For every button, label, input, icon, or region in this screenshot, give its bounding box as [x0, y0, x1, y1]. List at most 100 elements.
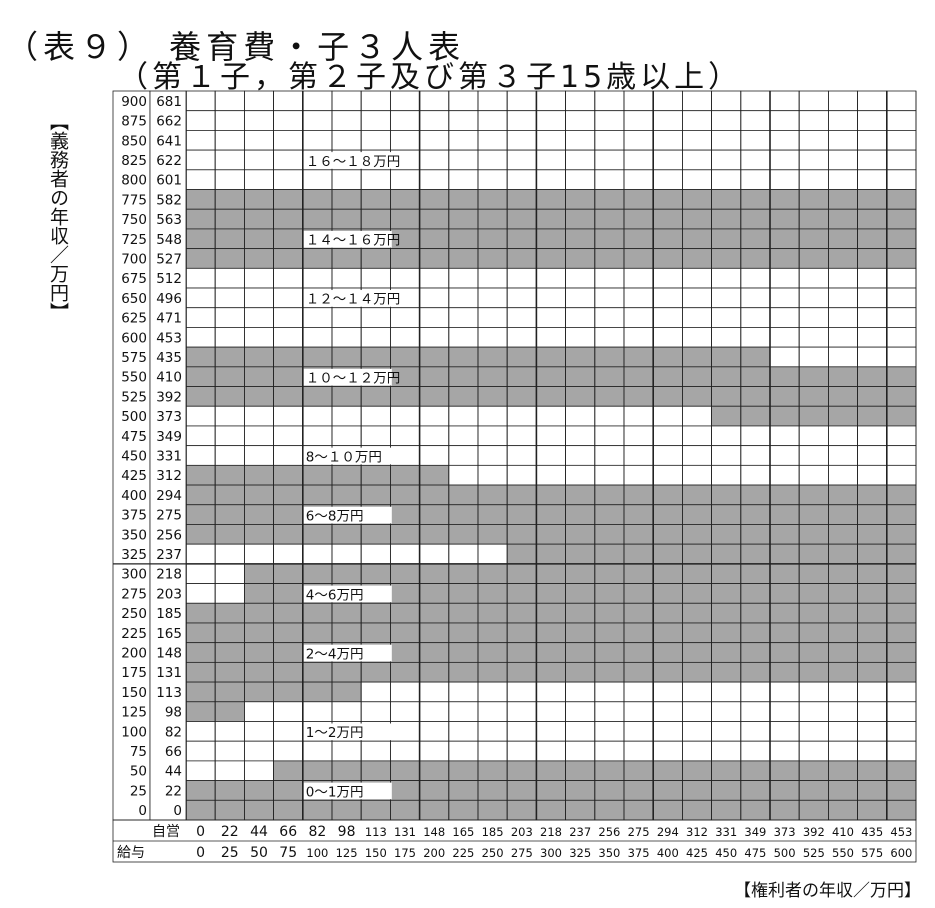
- table-cell: [594, 149, 625, 171]
- table-cell: [214, 681, 245, 703]
- table-cell: [389, 661, 420, 683]
- table-cell: [857, 346, 888, 368]
- table-cell: [448, 366, 479, 387]
- table-cell: [389, 445, 420, 466]
- table-cell: [214, 543, 245, 565]
- table-cell: [477, 405, 508, 427]
- y-tick-kyuyo: 200: [121, 646, 147, 662]
- table-cell: [652, 307, 683, 328]
- table-cell: [243, 228, 274, 250]
- table-cell: [477, 721, 508, 742]
- table-cell: [711, 169, 742, 190]
- table-cell: [185, 425, 216, 447]
- table-cell: [448, 780, 479, 801]
- table-cell: [331, 130, 362, 151]
- table-cell: [448, 228, 479, 250]
- table-cell: [477, 642, 508, 663]
- table-cell: [740, 248, 771, 269]
- table-cell: [857, 563, 888, 584]
- table-cell: [623, 740, 654, 762]
- table-cell: [594, 425, 625, 447]
- table-cell: [477, 445, 508, 466]
- y-tick-kyuyo: 125: [121, 705, 147, 721]
- table-cell: [740, 425, 771, 447]
- table-cell: [331, 681, 362, 703]
- table-cell: [331, 386, 362, 407]
- table-cell: [419, 701, 450, 722]
- table-cell: [419, 780, 450, 801]
- table-cell: [565, 799, 596, 821]
- table-cell: [682, 642, 713, 663]
- table-cell: [769, 681, 800, 703]
- table-cell: [565, 130, 596, 151]
- table-cell: [565, 740, 596, 762]
- table-cell: [273, 622, 304, 644]
- table-cell: [506, 701, 537, 722]
- table-cell: [594, 228, 625, 250]
- table-cell: [506, 386, 537, 407]
- y-tick-kyuyo: 775: [121, 192, 147, 208]
- table-cell: [652, 110, 683, 131]
- table-cell: [273, 760, 304, 781]
- table-cell: [243, 445, 274, 466]
- table-cell: [769, 622, 800, 644]
- table-cell: [477, 189, 508, 210]
- table-cell: [273, 484, 304, 506]
- table-cell: [185, 130, 216, 151]
- y-tick-jiei: 131: [156, 665, 182, 681]
- table-cell: [798, 563, 829, 584]
- table-cell: [769, 169, 800, 190]
- table-cell: [214, 110, 245, 131]
- table-cell: [740, 366, 771, 387]
- table-cell: [477, 425, 508, 447]
- table-cell: [798, 780, 829, 801]
- table-cell: [711, 425, 742, 447]
- table-cell: [594, 366, 625, 387]
- table-cell: [419, 248, 450, 269]
- table-cell: [857, 740, 888, 762]
- table-cell: [273, 90, 304, 112]
- table-cell: [214, 642, 245, 663]
- jiei-y-column: [149, 90, 187, 821]
- y-tick-jiei: 392: [156, 389, 182, 405]
- table-cell: [652, 405, 683, 427]
- table-cell: [243, 386, 274, 407]
- table-cell: [740, 780, 771, 801]
- x-tick-kyuyo: 275: [511, 846, 533, 860]
- table-cell: [506, 149, 537, 171]
- table-cell: [506, 189, 537, 210]
- table-cell: [711, 543, 742, 565]
- table-cell: [331, 661, 362, 683]
- table-cell: [711, 701, 742, 722]
- table-cell: [652, 189, 683, 210]
- table-cell: [273, 445, 304, 466]
- y-tick-jiei: 548: [156, 232, 182, 248]
- table-cell: [536, 287, 567, 309]
- table-cell: [565, 445, 596, 466]
- table-cell: [711, 405, 742, 427]
- table-cell: [886, 484, 917, 506]
- table-cell: [769, 267, 800, 289]
- table-cell: [302, 248, 333, 269]
- y-tick-jiei: 218: [156, 567, 182, 583]
- y-tick-kyuyo: 675: [121, 271, 147, 287]
- table-cell: [711, 583, 742, 604]
- table-cell: [214, 721, 245, 742]
- table-cell: [857, 681, 888, 703]
- table-cell: [886, 110, 917, 131]
- table-cell: [798, 169, 829, 190]
- table-cell: [389, 740, 420, 762]
- table-cell: [506, 110, 537, 131]
- x-tick-jiei: 435: [861, 825, 883, 839]
- table-cell: [769, 524, 800, 545]
- table-cell: [419, 228, 450, 250]
- table-cell: [273, 267, 304, 289]
- table-cell: [682, 563, 713, 584]
- table-cell: [740, 602, 771, 624]
- table-cell: [273, 583, 304, 604]
- table-cell: [506, 346, 537, 368]
- table-cell: [302, 701, 333, 722]
- table-cell: [798, 681, 829, 703]
- table-cell: [506, 366, 537, 387]
- table-cell: [419, 130, 450, 151]
